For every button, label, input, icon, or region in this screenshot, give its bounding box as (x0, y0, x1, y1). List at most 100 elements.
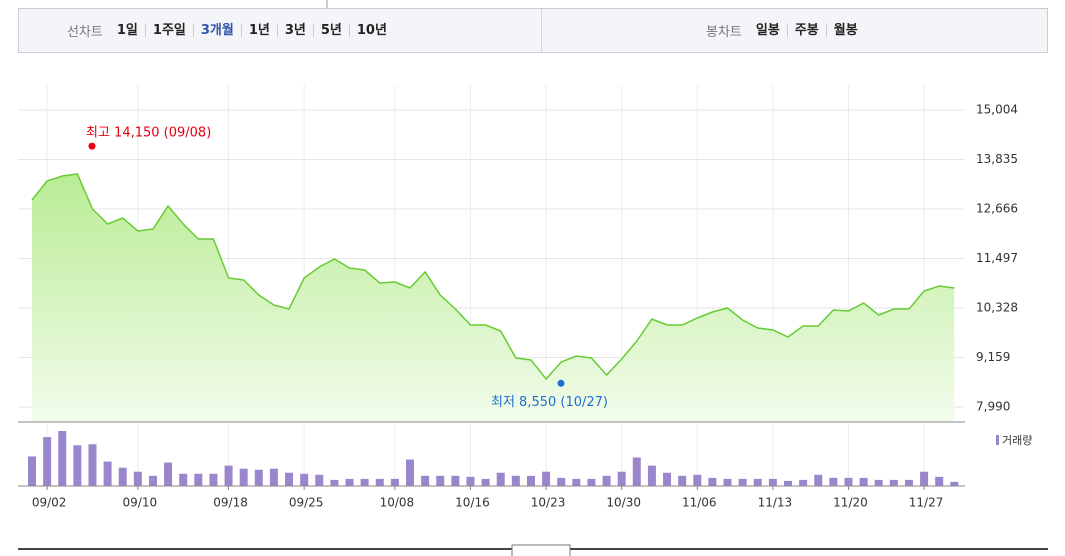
volume-bar (269, 468, 278, 486)
legend-label: 거래량 (1002, 434, 1032, 447)
volume-bar (28, 456, 36, 486)
volume-bar (874, 479, 883, 486)
volume-bar (572, 478, 581, 486)
volume-bar (118, 467, 127, 486)
annotation-label: 최저 8,550 (10/27) (491, 395, 608, 410)
volume-bar (602, 475, 611, 486)
volume-bar (43, 437, 52, 486)
period-tab[interactable]: 3년 (276, 24, 313, 37)
volume-bar (73, 445, 82, 486)
toolbar: 선차트 1일 1주일 3개월 1년 3년 5년 10년 봉차트 일봉 주봉 월봉 (18, 8, 1048, 53)
x-tick-label: 09/18 (213, 496, 248, 510)
x-tick-label: 10/23 (531, 496, 566, 510)
volume-bar (254, 469, 263, 486)
candle-tab[interactable]: 월봉 (825, 24, 865, 37)
volume-bar (285, 472, 294, 486)
candle-tab[interactable]: 일봉 (755, 23, 780, 38)
volume-bar (647, 465, 656, 486)
volume-bar (678, 475, 687, 486)
volume-bar (209, 473, 218, 486)
volume-bar (436, 475, 445, 486)
x-tick-label: 11/27 (909, 496, 944, 510)
y-tick-label: 15,004 (976, 103, 1018, 117)
volume-bar (920, 471, 929, 486)
volume-bar (360, 478, 369, 486)
annotation-dot (557, 379, 565, 387)
x-tick-label: 09/10 (123, 496, 158, 510)
volume-bar (390, 478, 399, 486)
volume-bar (481, 478, 490, 486)
volume-bar (406, 459, 414, 486)
candle-chart-tabs: 봉차트 일봉 주봉 월봉 (541, 9, 1047, 52)
volume-bar (784, 480, 792, 486)
period-tab[interactable]: 10년 (348, 24, 394, 37)
volume-bar (889, 479, 898, 486)
volume-bar (511, 475, 520, 486)
volume-bar (345, 478, 354, 486)
volume-bar (663, 472, 672, 486)
x-tick-label: 09/25 (289, 496, 324, 510)
volume-bar (814, 474, 823, 486)
x-tick-label: 10/30 (606, 496, 641, 510)
period-tab[interactable]: 3개월 (192, 24, 241, 37)
volume-bar (617, 471, 626, 486)
line-chart-tabs: 선차트 1일 1주일 3개월 1년 3년 5년 10년 (19, 9, 541, 52)
volume-bar (300, 473, 309, 486)
volume-bar (768, 478, 777, 486)
volume-bar (224, 465, 233, 486)
y-tick-label: 10,328 (976, 301, 1018, 315)
volume-bar (239, 468, 248, 486)
y-tick-label: 12,666 (976, 202, 1018, 216)
volume-bar (542, 471, 551, 486)
y-tick-label: 11,497 (976, 251, 1018, 265)
volume-bar (829, 477, 838, 486)
volume-bar (179, 473, 188, 486)
volume-bar (950, 481, 959, 486)
y-tick-label: 13,835 (976, 152, 1018, 166)
volume-bar (88, 444, 97, 486)
volume-bar (58, 431, 67, 486)
volume-bar (133, 471, 142, 486)
volume-bar (753, 478, 762, 486)
x-tick-label: 11/13 (758, 496, 793, 510)
volume-bar (723, 478, 732, 486)
volume-bar (315, 474, 324, 486)
period-tab[interactable]: 1일 (116, 23, 138, 38)
volume-bar (526, 475, 535, 486)
volume-bar (844, 477, 853, 486)
volume-bar (103, 461, 112, 486)
volume-bar (632, 457, 641, 486)
x-tick-label: 09/02 (32, 496, 67, 510)
volume-bar (330, 479, 339, 486)
volume-bar (148, 475, 157, 486)
annotation-dot (88, 142, 96, 150)
volume-bar (466, 476, 475, 486)
legend-swatch (996, 435, 999, 445)
period-tab[interactable]: 1년 (240, 24, 277, 37)
candle-tab[interactable]: 주봉 (786, 24, 826, 37)
annotation-label: 최고 14,150 (09/08) (86, 126, 211, 141)
volume-bar (799, 479, 808, 486)
period-tab[interactable]: 1주일 (144, 24, 193, 37)
volume-bar (859, 477, 868, 486)
area-fill (32, 174, 955, 422)
price-line (31, 173, 955, 381)
volume-bar (693, 474, 702, 486)
x-tick-label: 11/06 (682, 496, 717, 510)
volume-bar (164, 462, 173, 486)
volume-bar (904, 479, 913, 486)
volume-bar (421, 475, 430, 486)
volume-bar (935, 476, 944, 486)
period-tab[interactable]: 5년 (312, 24, 349, 37)
volume-bar (194, 473, 203, 486)
scroll-handle (511, 544, 571, 556)
volume-bar (587, 478, 596, 486)
tab-group-label: 선차트 (67, 25, 103, 40)
x-tick-label: 10/08 (380, 496, 415, 510)
x-tick-label: 11/20 (833, 496, 868, 510)
x-tick-label: 10/16 (455, 496, 490, 510)
volume-bar (738, 478, 747, 486)
volume-bar (496, 472, 505, 486)
